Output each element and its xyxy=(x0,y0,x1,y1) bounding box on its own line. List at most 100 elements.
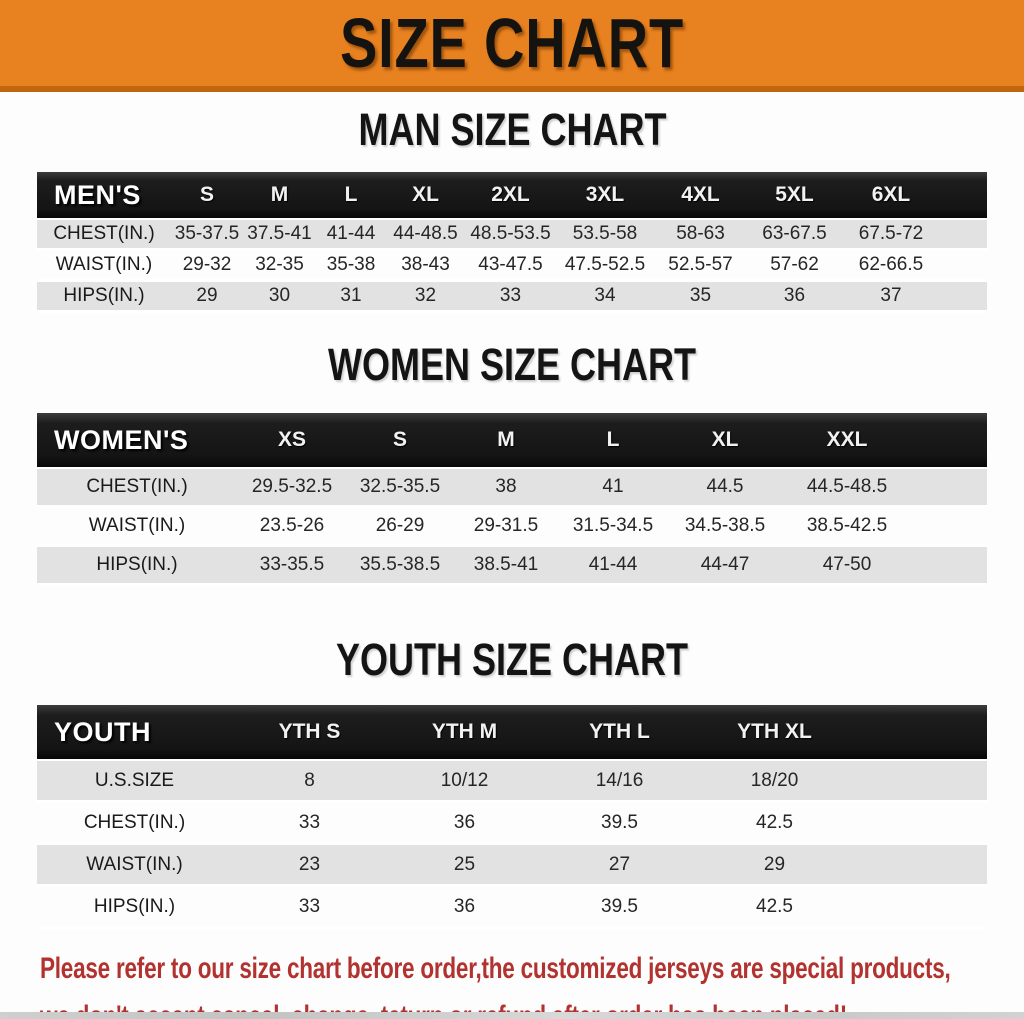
mens-size-column-header: M xyxy=(243,172,316,220)
measurement-value: 32-35 xyxy=(243,251,316,282)
mens-measurement-row: WAIST(IN.) 29-32 32-35 35-38 38-43 43-47.5 47.… xyxy=(37,251,987,282)
measurement-value: 67.5-72 xyxy=(842,220,940,251)
spacer-cell xyxy=(940,251,987,282)
spacer-cell xyxy=(911,547,987,586)
spacer-cell xyxy=(940,282,987,313)
measurement-value: 36 xyxy=(747,282,842,313)
measurement-value: 58-63 xyxy=(654,220,747,251)
mens-size-column-header: 5XL xyxy=(747,172,842,220)
youth-measurement-row: HIPS(IN.) 33 36 39.5 42.5 xyxy=(37,887,987,929)
womens-size-column-header: XXL xyxy=(783,413,911,469)
measurement-value: 42.5 xyxy=(697,887,852,929)
mens-size-column-header: 2XL xyxy=(465,172,556,220)
row-label: CHEST(IN.) xyxy=(37,220,171,251)
row-label: WAIST(IN.) xyxy=(37,845,232,887)
measurement-value: 62-66.5 xyxy=(842,251,940,282)
men-table-header-row: MEN'S S M L XL 2XL 3XL 4XL 5XL 6XL xyxy=(37,172,987,220)
mens-size-column-header: 6XL xyxy=(842,172,940,220)
measurement-value: 34 xyxy=(556,282,654,313)
measurement-value: 44-47 xyxy=(667,547,783,586)
measurement-value: 26-29 xyxy=(347,508,453,547)
measurement-value: 44.5 xyxy=(667,469,783,508)
measurement-value: 63-67.5 xyxy=(747,220,842,251)
measurement-value: 29-31.5 xyxy=(453,508,559,547)
spacer-cell xyxy=(852,887,987,929)
womens-size-column-header: S xyxy=(347,413,453,469)
section-women: WOMEN SIZE CHART WOMEN'S XS S M L XL XXL CHEST… xyxy=(0,341,1024,586)
measurement-value: 33 xyxy=(232,803,387,845)
youth-size-column-header: YTH S xyxy=(232,705,387,761)
page-title: SIZE CHART xyxy=(340,4,684,82)
section-men: MAN SIZE CHART MEN'S S M L XL 2XL 3XL 4XL 5XL 6XL… xyxy=(0,106,1024,313)
men-size-table: MEN'S S M L XL 2XL 3XL 4XL 5XL 6XL CHEST(IN.) 35-3… xyxy=(37,172,987,313)
mens-header-label: MEN'S xyxy=(37,172,171,220)
measurement-value: 29 xyxy=(171,282,243,313)
disclaimer-line-1: Please refer to our size chart before or… xyxy=(40,952,951,985)
measurement-value: 39.5 xyxy=(542,803,697,845)
row-label: HIPS(IN.) xyxy=(37,282,171,313)
measurement-value: 25 xyxy=(387,845,542,887)
disclaimer: Please refer to our size chart before or… xyxy=(0,947,1024,1019)
measurement-value: 43-47.5 xyxy=(465,251,556,282)
mens-size-column-header: 4XL xyxy=(654,172,747,220)
row-label: CHEST(IN.) xyxy=(37,469,237,508)
measurement-value: 48.5-53.5 xyxy=(465,220,556,251)
mens-measurement-row: HIPS(IN.) 29 30 31 32 33 34 35 36 37 xyxy=(37,282,987,313)
womens-size-column-header: XL xyxy=(667,413,783,469)
womens-measurement-row: HIPS(IN.) 33-35.5 35.5-38.5 38.5-41 41-44 44-… xyxy=(37,547,987,586)
row-label: HIPS(IN.) xyxy=(37,887,232,929)
measurement-value: 29-32 xyxy=(171,251,243,282)
measurement-value: 38 xyxy=(453,469,559,508)
mens-size-column-header: S xyxy=(171,172,243,220)
bottom-edge-strip xyxy=(0,1012,1024,1019)
measurement-value: 10/12 xyxy=(387,761,542,803)
measurement-value: 8 xyxy=(232,761,387,803)
measurement-value: 31.5-34.5 xyxy=(559,508,667,547)
section-youth: YOUTH SIZE CHART YOUTH YTH S YTH M YTH L YTH… xyxy=(0,636,1024,929)
measurement-value: 57-62 xyxy=(747,251,842,282)
measurement-value: 18/20 xyxy=(697,761,852,803)
mens-measurement-row: CHEST(IN.) 35-37.5 37.5-41 41-44 44-48.5 48.5… xyxy=(37,220,987,251)
row-label: CHEST(IN.) xyxy=(37,803,232,845)
measurement-value: 38.5-41 xyxy=(453,547,559,586)
measurement-value: 44-48.5 xyxy=(386,220,465,251)
measurement-value: 53.5-58 xyxy=(556,220,654,251)
measurement-value: 14/16 xyxy=(542,761,697,803)
measurement-value: 44.5-48.5 xyxy=(783,469,911,508)
youth-size-table: YOUTH YTH S YTH M YTH L YTH XL U.S.SIZE 8 10/1… xyxy=(37,705,987,929)
measurement-value: 29 xyxy=(697,845,852,887)
spacer-cell xyxy=(911,469,987,508)
measurement-value: 33 xyxy=(465,282,556,313)
measurement-value: 37 xyxy=(842,282,940,313)
row-label: WAIST(IN.) xyxy=(37,508,237,547)
measurement-value: 29.5-32.5 xyxy=(237,469,347,508)
youth-size-column-header: YTH M xyxy=(387,705,542,761)
spacer-cell xyxy=(852,761,987,803)
womens-size-column-header: L xyxy=(559,413,667,469)
row-label: HIPS(IN.) xyxy=(37,547,237,586)
measurement-value: 30 xyxy=(243,282,316,313)
measurement-value: 31 xyxy=(316,282,386,313)
measurement-value: 35-38 xyxy=(316,251,386,282)
mens-size-column-header: 3XL xyxy=(556,172,654,220)
mens-size-column-header: XL xyxy=(386,172,465,220)
spacer-cell xyxy=(852,803,987,845)
measurement-value: 41 xyxy=(559,469,667,508)
youth-section-heading: YOUTH SIZE CHART xyxy=(335,634,688,685)
row-label: WAIST(IN.) xyxy=(37,251,171,282)
womens-size-column-header: XS xyxy=(237,413,347,469)
measurement-value: 41-44 xyxy=(316,220,386,251)
youth-header-label: YOUTH xyxy=(37,705,232,761)
women-size-table: WOMEN'S XS S M L XL XXL CHEST(IN.) 29.5-32.5 32.… xyxy=(37,413,987,586)
measurement-value: 34.5-38.5 xyxy=(667,508,783,547)
spacer-cell xyxy=(852,845,987,887)
measurement-value: 33-35.5 xyxy=(237,547,347,586)
measurement-value: 38.5-42.5 xyxy=(783,508,911,547)
measurement-value: 33 xyxy=(232,887,387,929)
youth-measurement-row: U.S.SIZE 8 10/12 14/16 18/20 xyxy=(37,761,987,803)
men-section-heading: MAN SIZE CHART xyxy=(357,104,666,155)
womens-measurement-row: WAIST(IN.) 23.5-26 26-29 29-31.5 31.5-34.5 34… xyxy=(37,508,987,547)
mens-size-column-header: L xyxy=(316,172,386,220)
youth-size-column-header: YTH XL xyxy=(697,705,852,761)
